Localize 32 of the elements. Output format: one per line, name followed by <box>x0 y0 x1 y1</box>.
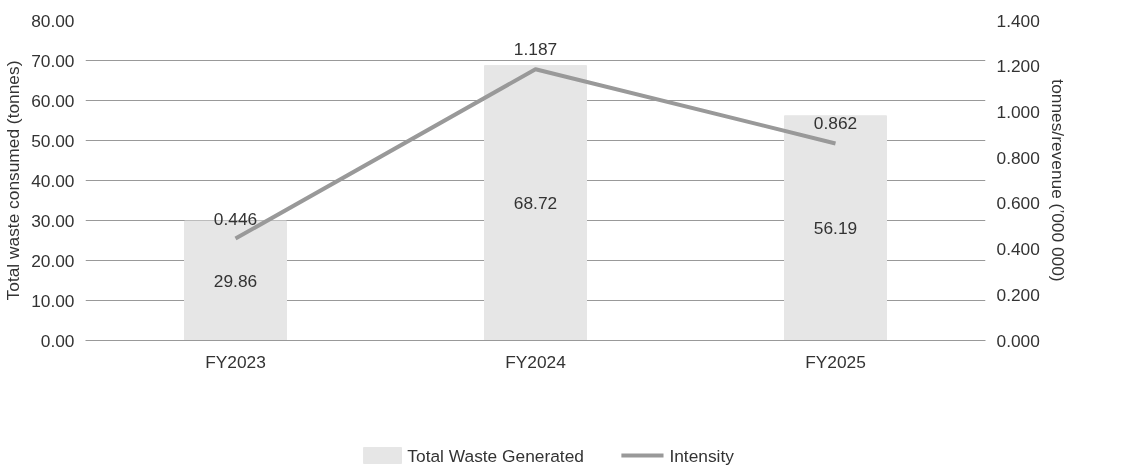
bar <box>484 65 587 341</box>
y-tick-label: 50.00 <box>31 130 75 151</box>
legend-label: Intensity <box>669 445 735 466</box>
y2-tick-label: 0.800 <box>996 147 1040 168</box>
y-tick-label: 30.00 <box>31 210 75 231</box>
y2-tick-label: 1.000 <box>996 101 1040 122</box>
data-label: 29.86 <box>213 270 258 291</box>
y2-tick-label: 0.200 <box>996 284 1040 305</box>
y-tick-label: 10.00 <box>31 290 75 311</box>
data-label: 56.19 <box>813 218 858 239</box>
y2-axis-title: tonnes/revenue (’000 000) <box>1047 79 1068 282</box>
y-tick-label: 80.00 <box>31 10 75 31</box>
data-label: 1.187 <box>513 39 558 60</box>
y2-tick-label: 1.400 <box>996 10 1040 31</box>
x-tick-label: FY2023 <box>205 351 266 372</box>
x-tick-label: FY2025 <box>805 351 866 372</box>
y-tick-label: 70.00 <box>31 50 75 71</box>
data-label: 68.72 <box>513 193 558 214</box>
bar <box>784 115 887 341</box>
data-label: 0.446 <box>213 208 258 229</box>
y2-tick-label: 0.600 <box>996 193 1040 214</box>
y2-tick-label: 0.400 <box>996 239 1040 260</box>
y2-tick-label: 0.000 <box>996 330 1040 351</box>
y2-tick-label: 1.200 <box>996 56 1040 77</box>
y-tick-label: 60.00 <box>31 90 75 111</box>
y-tick-label: 20.00 <box>31 250 75 271</box>
y-tick-label: 40.00 <box>31 170 75 191</box>
x-tick-label: FY2024 <box>505 351 567 372</box>
y-axis-title: Total waste consumed (tonnes) <box>3 60 24 301</box>
data-label: 0.862 <box>813 113 858 134</box>
legend-label: Total Waste Generated <box>407 445 584 466</box>
y-tick-label: 0.00 <box>40 330 75 351</box>
